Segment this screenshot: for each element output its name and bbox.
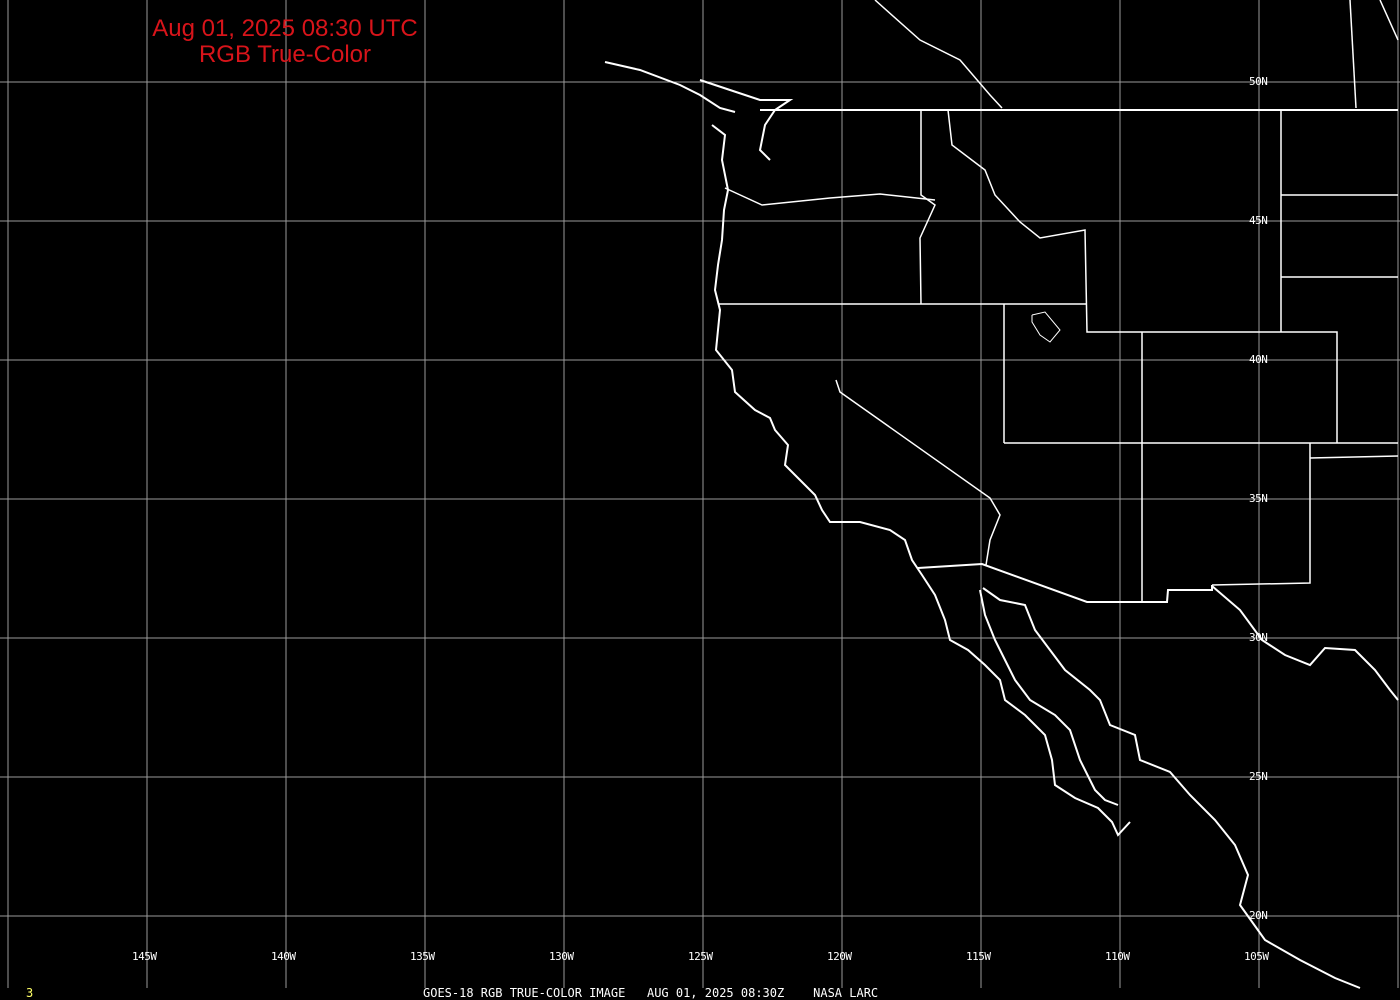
longitude-label: 145W — [132, 950, 157, 963]
mexico-mainland-coast — [982, 587, 1361, 989]
canada-province-border — [874, 0, 1003, 109]
us-mexico-border — [917, 562, 1213, 603]
id-mt-border — [947, 109, 1142, 333]
longitude-label: 120W — [827, 950, 852, 963]
latitude-label: 50N — [1249, 75, 1268, 88]
map-title-product: RGB True-Color — [198, 41, 372, 68]
latitude-label: 25N — [1249, 770, 1268, 783]
puget-sound-coast — [699, 79, 794, 161]
longitude-label: 130W — [549, 950, 574, 963]
latitude-label: 40N — [1249, 353, 1268, 366]
longitude-label: 105W — [1244, 950, 1269, 963]
ok-panhandle — [1309, 455, 1399, 459]
co-border — [1142, 331, 1338, 443]
longitude-label: 110W — [1105, 950, 1130, 963]
latitude-label: 45N — [1249, 214, 1268, 227]
vancouver-island-coast — [604, 61, 736, 113]
longitude-label: 135W — [410, 950, 435, 963]
wa-or-border — [724, 187, 936, 206]
political-borders — [718, 0, 1399, 603]
latitude-label: 35N — [1249, 492, 1268, 505]
coastlines — [604, 61, 1399, 989]
canada-province-border-3 — [1379, 0, 1399, 41]
great-salt-lake — [1031, 311, 1061, 343]
id-west-border — [919, 110, 936, 305]
frame-number: 3 — [26, 986, 34, 1000]
map-title-datetime: Aug 01, 2025 08:30 UTC — [152, 15, 418, 42]
longitude-label: 125W — [688, 950, 713, 963]
longitude-label: 115W — [966, 950, 991, 963]
pacific-coast-us — [711, 124, 1131, 837]
latitude-label: 30N — [1249, 631, 1268, 644]
baja-gulf-coast — [979, 589, 1119, 806]
longitude-label: 140W — [271, 950, 296, 963]
ca-nv-border — [835, 379, 1001, 566]
gulf-of-mexico-coast — [1211, 585, 1399, 701]
latitude-label: 20N — [1249, 909, 1268, 922]
nm-tx-border — [1211, 443, 1311, 586]
image-caption: GOES-18 RGB TRUE-COLOR IMAGE AUG 01, 202… — [423, 986, 879, 1000]
canada-province-border-2 — [1349, 0, 1357, 109]
